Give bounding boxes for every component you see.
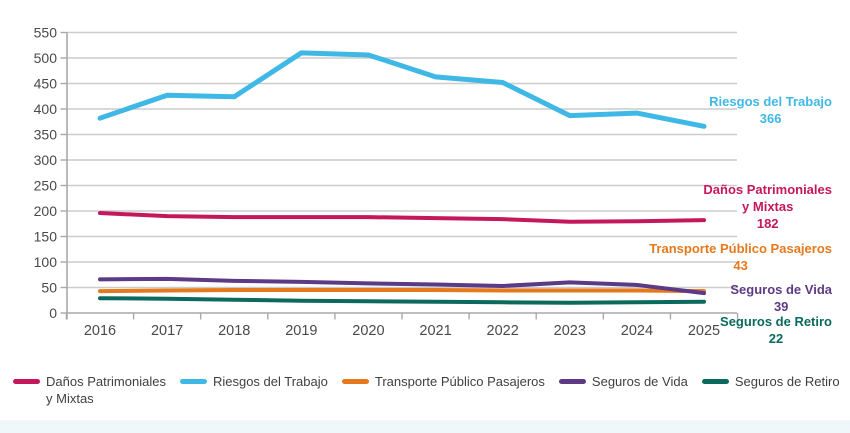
y-axis-label: 450: [34, 76, 58, 92]
line-danos-patrimoniales-y-mixtas: [98, 211, 706, 224]
y-axis-label: 300: [34, 152, 58, 168]
y-axis-label: 200: [34, 203, 58, 219]
annotation-label: Seguros de Retiro: [720, 314, 832, 329]
legend-label: Transporte Público Pasajeros: [374, 374, 545, 389]
legend-item-seguros-de-vida: Seguros de Vida: [558, 373, 688, 390]
annotation-label: Daños Patrimoniales: [703, 182, 832, 197]
annotation-transporte-publico: Transporte Público Pasajeros 43: [649, 240, 832, 274]
annotation-label: Seguros de Vida: [730, 282, 832, 297]
legend-label: Riesgos del Trabajo: [212, 374, 328, 389]
legend-item-danos-patrimoniales: Daños Patrimoniales y Mixtas: [13, 373, 166, 407]
annotation-seguros-de-vida: Seguros de Vida 39: [730, 281, 832, 315]
legend-swatch-transporte-publico: [341, 379, 369, 384]
annotation-label: y Mixtas: [742, 199, 794, 214]
y-axis-label: 550: [34, 25, 58, 41]
x-axis-label: 2024: [621, 323, 653, 339]
annotation-danos-patrimoniales: Daños Patrimoniales y Mixtas 182: [703, 181, 832, 232]
x-axis-label: 2020: [352, 323, 384, 339]
y-axis-label: 500: [34, 50, 58, 66]
annotation-value: 366: [759, 111, 782, 126]
legend-swatch-riesgos-del-trabajo: [179, 379, 207, 384]
annotation-seguros-de-retiro: Seguros de Retiro 22: [720, 313, 832, 347]
x-axis-label: 2017: [151, 323, 183, 339]
y-axis-label: 400: [34, 101, 58, 117]
legend-item-riesgos-del-trabajo: Riesgos del Trabajo: [179, 373, 328, 390]
x-axis-label: 2025: [688, 323, 720, 339]
x-axis-label: 2019: [285, 323, 317, 339]
legend-swatch-seguros-de-vida: [558, 379, 586, 384]
annotation-label: Riesgos del Trabajo: [709, 94, 832, 109]
x-axis-label: 2016: [84, 323, 116, 339]
legend-swatch-danos-patrimoniales: [13, 379, 40, 384]
legend-item-transporte-publico: Transporte Público Pasajeros: [341, 373, 545, 390]
line-transporte-publico-pasajeros: [98, 288, 706, 294]
y-axis-label: 150: [34, 229, 58, 245]
annotation-label: Transporte Público Pasajeros: [649, 241, 832, 256]
legend: Daños Patrimoniales y Mixtas Riesgos del…: [13, 373, 840, 407]
x-axis-label: 2018: [218, 323, 250, 339]
annotation-riesgos-del-trabajo: Riesgos del Trabajo 366: [709, 93, 832, 127]
y-axis-label: 0: [49, 305, 57, 321]
y-axis-label: 100: [34, 254, 58, 270]
line-seguros-de-retiro: [98, 296, 706, 305]
legend-item-seguros-de-retiro: Seguros de Retiro: [701, 373, 840, 390]
annotation-value: 182: [756, 216, 779, 231]
line-seguros-de-vida: [98, 276, 706, 296]
y-axis-label: 50: [41, 280, 57, 296]
y-axis-label: 350: [34, 127, 58, 143]
x-axis-label: 2022: [487, 323, 519, 339]
y-axis-label: 250: [34, 178, 58, 194]
legend-swatch-seguros-de-retiro: [701, 379, 729, 384]
annotation-value: 39: [773, 299, 789, 314]
line-riesgos-del-trabajo: [97, 50, 707, 129]
legend-label: Daños Patrimoniales y Mixtas: [46, 374, 166, 406]
page-edge-strip: [0, 420, 850, 433]
x-axis-label: 2023: [554, 323, 586, 339]
legend-label: Seguros de Vida: [591, 374, 688, 389]
legend-label: Seguros de Retiro: [734, 374, 840, 389]
annotation-value: 43: [733, 258, 748, 273]
annotation-value: 22: [768, 331, 784, 346]
x-axis-label: 2021: [419, 323, 451, 339]
